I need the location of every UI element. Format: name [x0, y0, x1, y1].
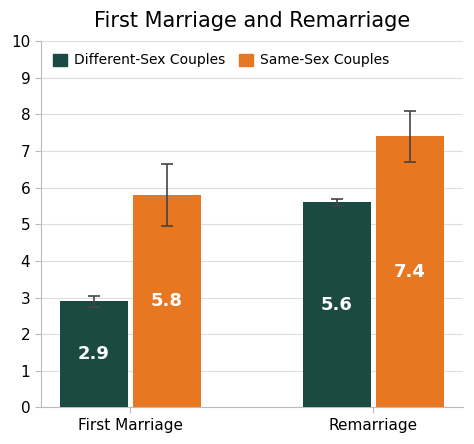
Text: 7.4: 7.4: [394, 263, 426, 281]
Bar: [60, 301, 128, 408]
Bar: [133, 195, 201, 408]
Bar: [303, 202, 371, 408]
Text: 5.8: 5.8: [151, 292, 183, 310]
Bar: [376, 136, 444, 408]
Text: 2.9: 2.9: [78, 345, 110, 363]
Title: First Marriage and Remarriage: First Marriage and Remarriage: [94, 11, 410, 31]
Legend: Different-Sex Couples, Same-Sex Couples: Different-Sex Couples, Same-Sex Couples: [48, 48, 395, 73]
Text: 5.6: 5.6: [321, 296, 353, 314]
